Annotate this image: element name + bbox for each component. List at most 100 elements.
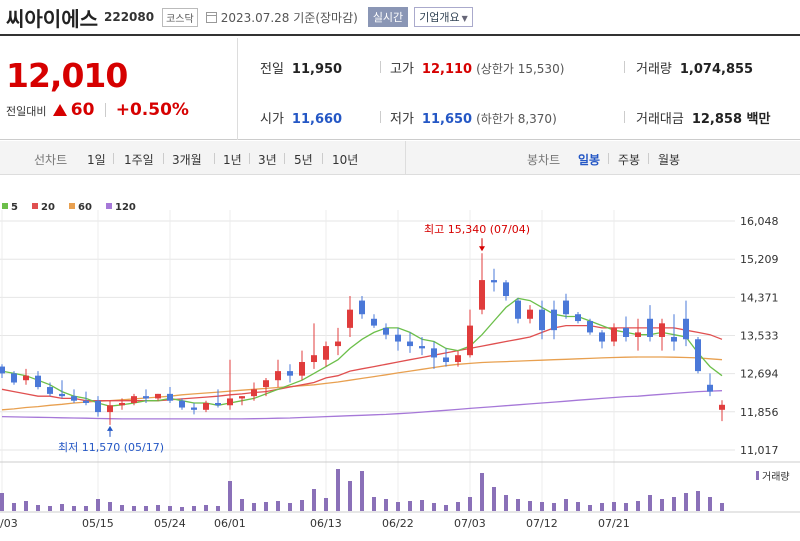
candle-body	[599, 332, 605, 342]
tab-1d[interactable]: 1일	[87, 153, 106, 167]
divider	[163, 153, 164, 164]
change-amount: 60	[70, 100, 95, 120]
tab-daily[interactable]: 일봉	[578, 153, 601, 167]
candle-body	[131, 396, 137, 403]
divider	[322, 153, 323, 164]
volume-bar	[444, 505, 448, 511]
trade-amount-label: 거래대금	[636, 112, 684, 127]
candle-body	[371, 318, 377, 326]
legend-swatch	[106, 203, 112, 209]
legend-swatch	[2, 203, 8, 209]
volume-value: 1,074,855	[679, 62, 754, 77]
tab-10y[interactable]: 10년	[332, 153, 359, 167]
low-label: 저가	[390, 112, 414, 127]
volume: 거래량 1,074,855	[636, 58, 753, 77]
base-date: 2023.07.28 기준(장마감)	[220, 10, 358, 25]
volume-bar	[12, 503, 16, 511]
volume-bar	[120, 505, 124, 511]
candle-body	[467, 325, 473, 356]
candle-body	[311, 355, 317, 363]
candle-body	[623, 327, 629, 337]
x-tick-label: 07/03	[454, 517, 486, 530]
candle-body	[35, 375, 41, 388]
volume-bar	[432, 503, 436, 511]
candle-body	[407, 341, 413, 347]
y-tick-label: 12,694	[740, 368, 779, 381]
volume-bar	[708, 497, 712, 511]
tab-3m[interactable]: 3개월	[172, 153, 202, 167]
stock-header: 씨아이에스 222080 코스닥 2023.07.28 기준(장마감) 실시간 …	[0, 0, 800, 36]
company-overview-dropdown[interactable]: 기업개요 ▼	[414, 7, 473, 27]
tab-weekly[interactable]: 주봉	[618, 153, 641, 167]
volume-bar	[672, 497, 676, 511]
volume-bar	[576, 502, 580, 511]
calendar-icon	[205, 11, 217, 23]
tab-1y[interactable]: 1년	[223, 153, 242, 167]
volume-bar	[588, 505, 592, 511]
candle-body	[611, 327, 617, 342]
candle-body	[143, 396, 149, 399]
tab-monthly[interactable]: 월봉	[658, 153, 681, 167]
volume-bar	[276, 501, 280, 511]
divider	[214, 153, 215, 164]
candle-body	[239, 396, 245, 399]
tab-3y[interactable]: 3년	[258, 153, 277, 167]
volume-bar	[504, 495, 508, 511]
divider	[608, 153, 609, 164]
volume-bar	[72, 506, 76, 511]
candle-body	[167, 393, 173, 401]
prev-close-label: 전일	[260, 62, 284, 77]
tab-5y[interactable]: 5년	[294, 153, 313, 167]
volume-bar	[300, 500, 304, 511]
candle-body	[227, 398, 233, 406]
volume-bar	[456, 502, 460, 511]
volume-bar	[420, 500, 424, 511]
volume-bar	[396, 502, 400, 511]
candle-body	[491, 280, 497, 283]
line-chart-label: 선차트	[34, 153, 68, 167]
volume-label: 거래량	[636, 62, 672, 77]
volume-bar	[252, 503, 256, 511]
open-price: 시가 11,660	[260, 108, 342, 127]
candle-body	[443, 357, 449, 363]
candle-body	[503, 282, 509, 297]
market-badge: 코스닥	[162, 7, 198, 27]
y-tick-label: 14,371	[740, 291, 779, 304]
x-tick-label: 07/12	[526, 517, 558, 530]
stock-name: 씨아이에스	[6, 6, 98, 31]
volume-bar	[648, 495, 652, 511]
candle-body	[515, 300, 521, 319]
volume-bar	[612, 502, 616, 511]
upper-limit: (상한가 15,530)	[476, 62, 565, 76]
tab-1w[interactable]: 1주일	[124, 153, 154, 167]
divider	[113, 153, 114, 164]
price-change: 전일대비 60 +0.50%	[6, 100, 189, 120]
trade-amount-value: 12,858 백만	[691, 112, 771, 127]
candle-body	[155, 393, 161, 399]
volume-bar	[528, 501, 532, 511]
realtime-button[interactable]: 실시간	[367, 7, 409, 27]
candle-body	[695, 339, 701, 372]
prev-close: 전일 11,950	[260, 58, 342, 77]
volume-bar	[0, 493, 4, 511]
volume-bar	[36, 505, 40, 511]
volume-bar	[216, 506, 220, 511]
volume-bar	[552, 503, 556, 511]
divider	[405, 141, 406, 175]
chevron-down-icon: ▼	[461, 14, 468, 23]
candle-body	[587, 321, 593, 333]
x-tick-label: 05/24	[154, 517, 186, 530]
volume-bar	[660, 499, 664, 511]
divider	[380, 61, 381, 73]
x-tick-label: 06/22	[382, 517, 414, 530]
change-percent: +0.50%	[115, 100, 189, 120]
volume-bar	[228, 481, 232, 511]
trade-amount: 거래대금 12,858 백만	[636, 108, 770, 127]
prev-close-value: 11,950	[291, 62, 343, 77]
volume-bar	[516, 499, 520, 511]
divider	[284, 153, 285, 164]
volume-bar	[348, 481, 352, 511]
chart-period-tabs: 선차트 1일 1주일 3개월 1년 3년 5년 10년 봉차트 일봉 주봉 월봉	[0, 141, 800, 175]
x-tick-label: 06/13	[310, 517, 342, 530]
y-tick-label: 16,048	[740, 215, 779, 228]
